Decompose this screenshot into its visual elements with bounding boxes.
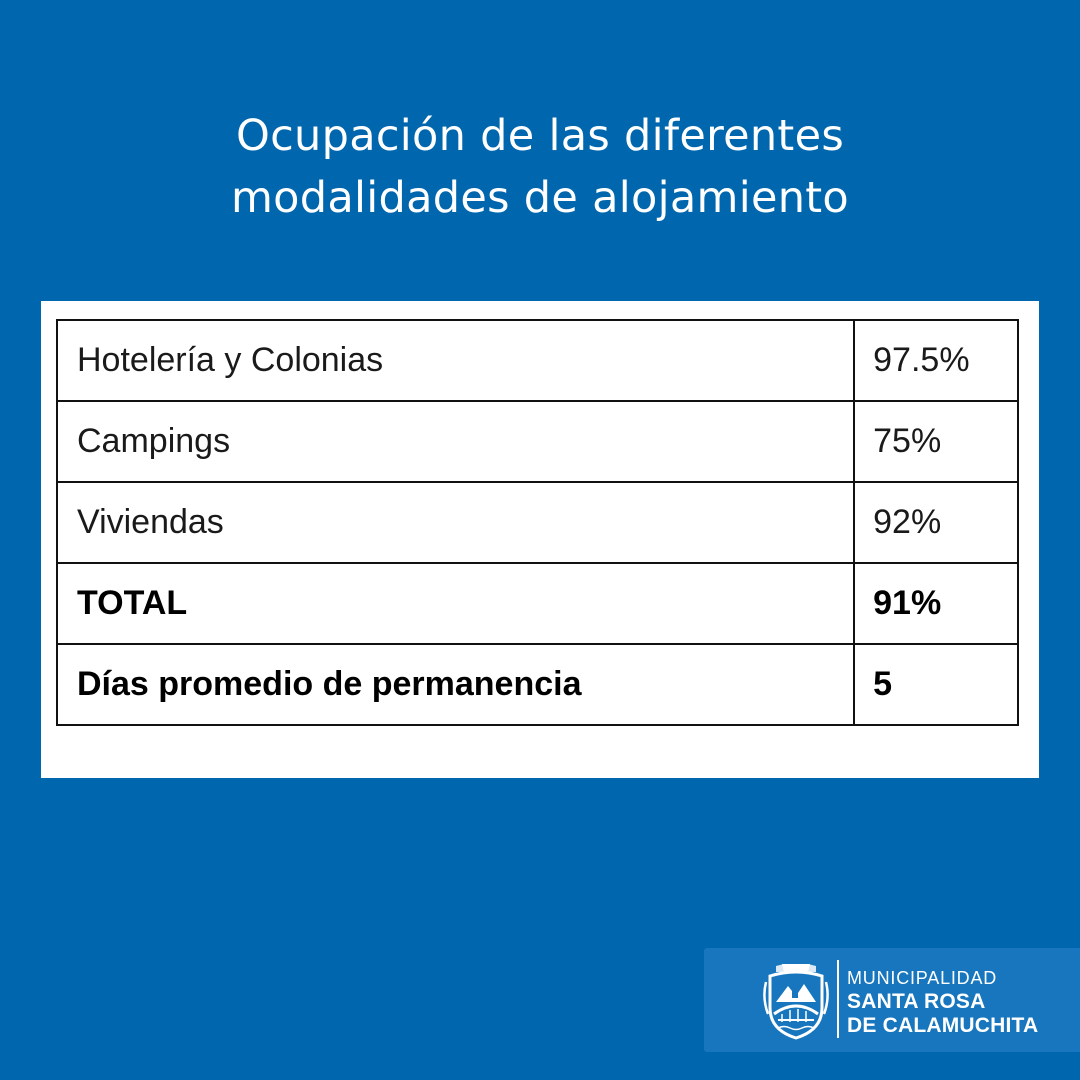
title-line-2: modalidades de alojamiento	[230, 172, 850, 223]
table-row: Viviendas 92%	[55, 481, 1019, 564]
occupancy-table: Hotelería y Colonias 97.5% Campings 75% …	[55, 319, 1019, 726]
title-line-1: Ocupación de las diferentes	[235, 110, 845, 161]
table-row-total: TOTAL 91%	[55, 562, 1019, 645]
brand-divider	[837, 960, 839, 1038]
row-label: Hotelería y Colonias	[55, 319, 856, 402]
table-row-average-stay: Días promedio de permanencia 5	[55, 643, 1019, 726]
brand-line-3: DE CALAMUCHITA	[847, 1014, 1039, 1037]
brand-line-1: MUNICIPALIDAD	[847, 968, 998, 988]
occupancy-card: Hotelería y Colonias 97.5% Campings 75% …	[41, 301, 1039, 778]
row-value: 5	[853, 643, 1019, 726]
table-row: Campings 75%	[55, 400, 1019, 483]
row-label: Días promedio de permanencia	[55, 643, 856, 726]
row-label: TOTAL	[55, 562, 856, 645]
table-row: Hotelería y Colonias 97.5%	[55, 319, 1019, 402]
page-title: Ocupación de las diferentes modalidades …	[0, 105, 1080, 229]
row-value: 97.5%	[853, 319, 1019, 402]
row-value: 75%	[853, 400, 1019, 483]
row-label: Campings	[55, 400, 856, 483]
row-label: Viviendas	[55, 481, 856, 564]
row-value: 91%	[853, 562, 1019, 645]
municipal-crest-icon	[763, 964, 829, 1040]
brand-text: MUNICIPALIDAD SANTA ROSA DE CALAMUCHITA	[847, 966, 1038, 1038]
row-value: 92%	[853, 481, 1019, 564]
municipality-brand: MUNICIPALIDAD SANTA ROSA DE CALAMUCHITA	[704, 948, 1080, 1052]
brand-line-2: SANTA ROSA	[847, 990, 986, 1013]
